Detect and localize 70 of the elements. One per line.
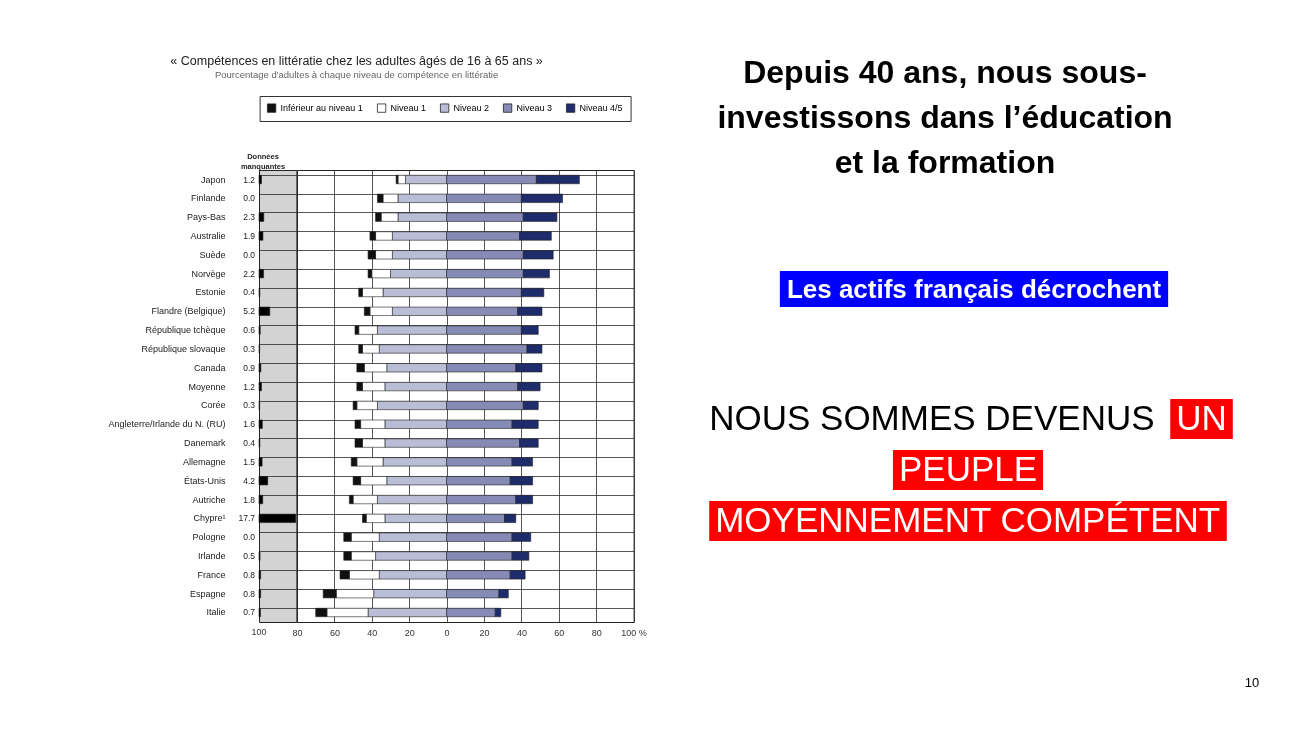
- y-tick-label: Danemark: [183, 438, 226, 449]
- y-tick-label: Japon: [200, 174, 226, 185]
- y-tick-label: Allemagne: [182, 456, 226, 467]
- chart-subtitle: Pourcentage d'adultes à chaque niveau de compétence en littératie: [214, 69, 499, 80]
- data-label: 2.2: [243, 268, 256, 279]
- text: 100: [251, 627, 267, 637]
- legend-label: Niveau 3: [516, 103, 553, 114]
- data-label: 0.3: [243, 343, 256, 354]
- data-label: 0.4: [243, 287, 256, 298]
- data-label: 0.6: [243, 325, 256, 336]
- x-tick-label: 0: [444, 627, 450, 638]
- data-label: 0.3: [243, 400, 256, 411]
- y-tick-label: République slovaque: [141, 343, 226, 354]
- data-label: 0.8: [243, 569, 256, 580]
- y-tick-label: Flandre (Belgique): [151, 306, 226, 317]
- legend-label: Niveau 1: [390, 103, 427, 114]
- text: NOUS SOMMES DEVENUS: [709, 398, 1155, 437]
- x-tick-label: 60: [329, 627, 340, 638]
- y-tick-label: Estonie: [195, 287, 226, 298]
- legend-label: Niveau 2: [453, 103, 490, 114]
- chart-title: « Compétences en littératie chez les adultes âgés de 16 à 65 ans »: [170, 53, 543, 68]
- y-tick-label: Irlande: [197, 551, 226, 562]
- text: Depuis 40 ans, nous sous-investissons dans l’éducation et la formation: [717, 54, 1173, 180]
- y-tick-label: Espagne: [189, 588, 226, 599]
- y-tick-label: États-Unis: [183, 475, 226, 486]
- data-label: 5.2: [243, 306, 256, 317]
- data-label: 2.3: [243, 212, 256, 223]
- legend-label: Niveau 4/5: [579, 103, 623, 114]
- y-tick-label: Moyenne: [188, 381, 226, 392]
- y-tick-label: Norvège: [191, 268, 226, 279]
- x-tick-label: 20: [404, 627, 415, 638]
- y-tick-label: Finlande: [190, 193, 226, 204]
- data-label: 1.6: [243, 419, 256, 430]
- data-label: 0.5: [243, 551, 256, 562]
- y-tick-label: Chypre¹: [193, 513, 226, 524]
- data-label: 4.2: [243, 475, 256, 486]
- data-label: 1.8: [243, 494, 256, 505]
- y-tick-label: Canada: [193, 362, 226, 373]
- data-label: 1.9: [243, 230, 256, 241]
- x-tick-label: 40: [516, 627, 527, 638]
- x-tick-label: 80: [591, 627, 602, 638]
- data-label: 1.2: [243, 381, 256, 392]
- y-tick-label: Autriche: [192, 494, 226, 505]
- data-label: 0.4: [243, 438, 256, 449]
- data-label: 0.7: [243, 607, 256, 618]
- x-tick-label: 100 %: [621, 627, 647, 638]
- data-label: 0.0: [243, 249, 256, 260]
- y-tick-label: Australie: [190, 230, 226, 241]
- y-tick-label: Pays-Bas: [186, 212, 226, 223]
- y-tick-label: République tchèque: [145, 325, 226, 336]
- x-tick-label: 40: [367, 627, 378, 638]
- x-tick-label: 60: [554, 627, 565, 638]
- y-tick-label: Angleterre/Irlande du N. (RU): [108, 419, 226, 430]
- y-tick-label: Pologne: [192, 532, 226, 543]
- x-tick-label: 80: [292, 627, 303, 638]
- x-tick-label: 20: [479, 627, 490, 638]
- y-tick-label: France: [197, 569, 226, 580]
- data-label: 0.9: [243, 362, 256, 373]
- data-label: 0.8: [243, 588, 256, 599]
- data-label: 17.7: [238, 513, 256, 524]
- data-label: 0.0: [243, 532, 256, 543]
- data-label: 0.0: [243, 193, 256, 204]
- text: 10: [1244, 675, 1260, 690]
- data-label: 1.2: [243, 174, 256, 185]
- y-tick-label: Suède: [199, 249, 226, 260]
- y-tick-label: Italie: [206, 607, 226, 618]
- text: Les actifs français décrochent: [786, 274, 1162, 304]
- legend-label: Inférieur au niveau 1: [280, 103, 363, 114]
- data-label: 1.5: [243, 456, 256, 467]
- y-tick-label: Corée: [200, 400, 226, 411]
